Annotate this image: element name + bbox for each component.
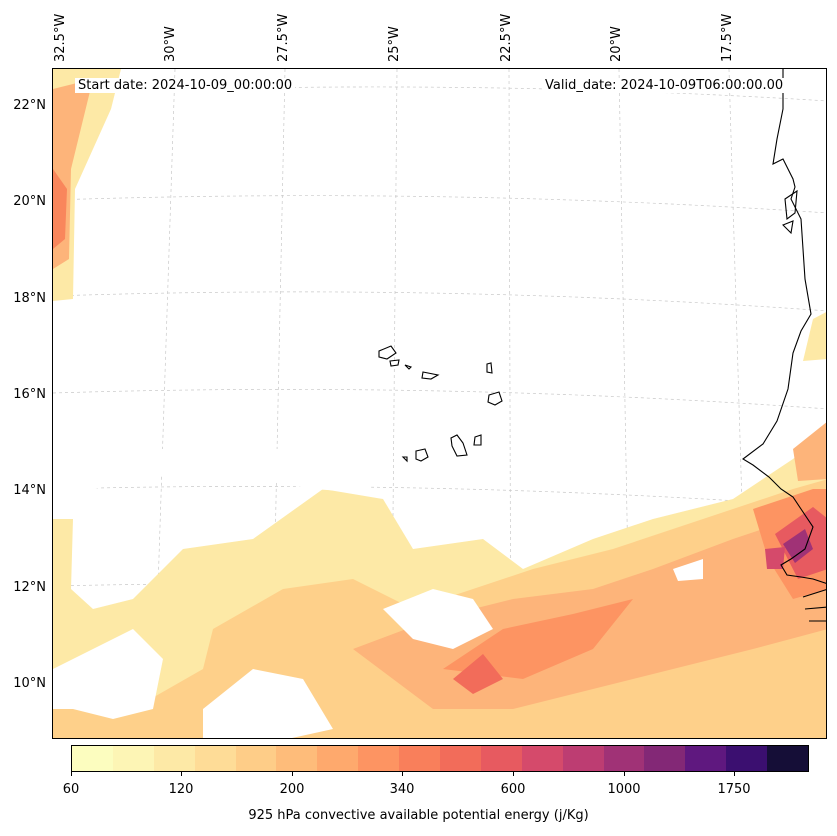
colorbar-tickmark (292, 772, 293, 776)
colorbar-segment (276, 746, 318, 771)
lat-label-22n: 22°N (13, 98, 46, 113)
lon-label-32-5w: 32.5°W (53, 13, 68, 62)
colorbar-tick-60: 60 (62, 782, 80, 797)
lat-label-20n: 20°N (13, 194, 46, 209)
colorbar-segment (399, 746, 441, 771)
colorbar-segment (358, 746, 400, 771)
lat-label-16n: 16°N (13, 387, 46, 402)
colorbar-segment (726, 746, 768, 771)
colorbar-tick-1000: 1000 (607, 782, 641, 797)
colorbar-tickmark (402, 772, 403, 776)
colorbar-segment (685, 746, 727, 771)
colorbar-segment (235, 746, 277, 771)
colorbar-segment (153, 746, 195, 771)
lon-label-27-5w: 27.5°W (276, 13, 291, 62)
colorbar-segment (603, 746, 645, 771)
colorbar-tick-200: 200 (279, 782, 305, 797)
colorbar-tick-600: 600 (500, 782, 526, 797)
lon-label-17-5w: 17.5°W (720, 13, 735, 62)
map-panel (52, 68, 827, 739)
lon-label-20w: 20°W (609, 26, 624, 62)
cape-verde-islands (378, 345, 503, 463)
valid-date-label: Valid_date: 2024-10-09T06:00:00.00 (542, 78, 787, 93)
cape-southern-band (53, 312, 826, 738)
colorbar-segment (562, 746, 604, 771)
colorbar-segment (112, 746, 154, 771)
colorbar-tickmark (181, 772, 182, 776)
colorbar-segment (767, 746, 809, 771)
colorbar-segment (644, 746, 686, 771)
colorbar-segment (521, 746, 563, 771)
colorbar-tickmark (624, 772, 625, 776)
colorbar-segment (72, 746, 113, 771)
no-data-gaps (53, 449, 703, 738)
colorbar-tick-1750: 1750 (717, 782, 751, 797)
lon-label-25w: 25°W (387, 26, 402, 62)
colorbar-tickmark (734, 772, 735, 776)
lat-label-10n: 10°N (13, 676, 46, 691)
colorbar-tickmark (71, 772, 72, 776)
colorbar-segment (317, 746, 359, 771)
lon-label-22-5w: 22.5°W (499, 13, 514, 62)
lat-label-12n: 12°N (13, 580, 46, 595)
cape-west-strip (53, 69, 121, 301)
lat-label-18n: 18°N (13, 291, 46, 306)
colorbar-segment (194, 746, 236, 771)
colorbar-tickmark (513, 772, 514, 776)
colorbar-tick-340: 340 (389, 782, 415, 797)
start-date-label: Start date: 2024-10-09_00:00:00 (75, 78, 296, 93)
map-canvas (53, 69, 826, 738)
colorbar-label: 925 hPa convective available potential e… (248, 808, 589, 823)
colorbar-segment (480, 746, 522, 771)
lat-label-14n: 14°N (13, 483, 46, 498)
colorbar (71, 745, 809, 772)
coastline (742, 69, 826, 622)
colorbar-segment (440, 746, 481, 771)
colorbar-tick-120: 120 (168, 782, 194, 797)
lon-label-30w: 30°W (163, 26, 178, 62)
